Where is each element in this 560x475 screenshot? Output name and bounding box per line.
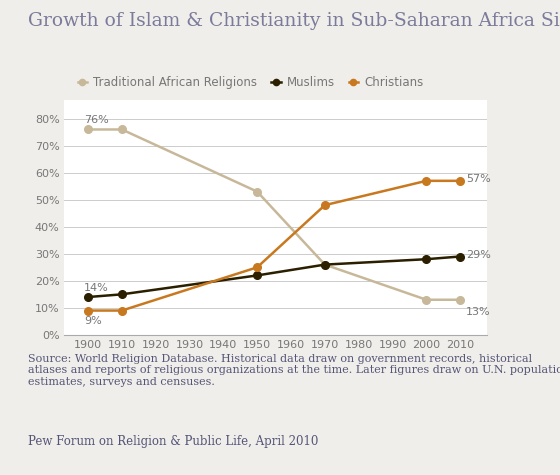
Text: 9%: 9% — [84, 316, 102, 326]
Legend: Traditional African Religions, Muslims, Christians: Traditional African Religions, Muslims, … — [73, 72, 428, 94]
Text: 13%: 13% — [466, 307, 491, 317]
Text: 14%: 14% — [84, 283, 109, 293]
Text: 76%: 76% — [84, 115, 109, 125]
Text: Source: World Religion Database. Historical data draw on government records, his: Source: World Religion Database. Histori… — [28, 354, 560, 387]
Text: 29%: 29% — [466, 250, 491, 260]
Text: Growth of Islam & Christianity in Sub-Saharan Africa Since 1900: Growth of Islam & Christianity in Sub-Sa… — [28, 12, 560, 30]
Text: Pew Forum on Religion & Public Life, April 2010: Pew Forum on Religion & Public Life, Apr… — [28, 435, 319, 447]
Text: 57%: 57% — [466, 174, 491, 184]
